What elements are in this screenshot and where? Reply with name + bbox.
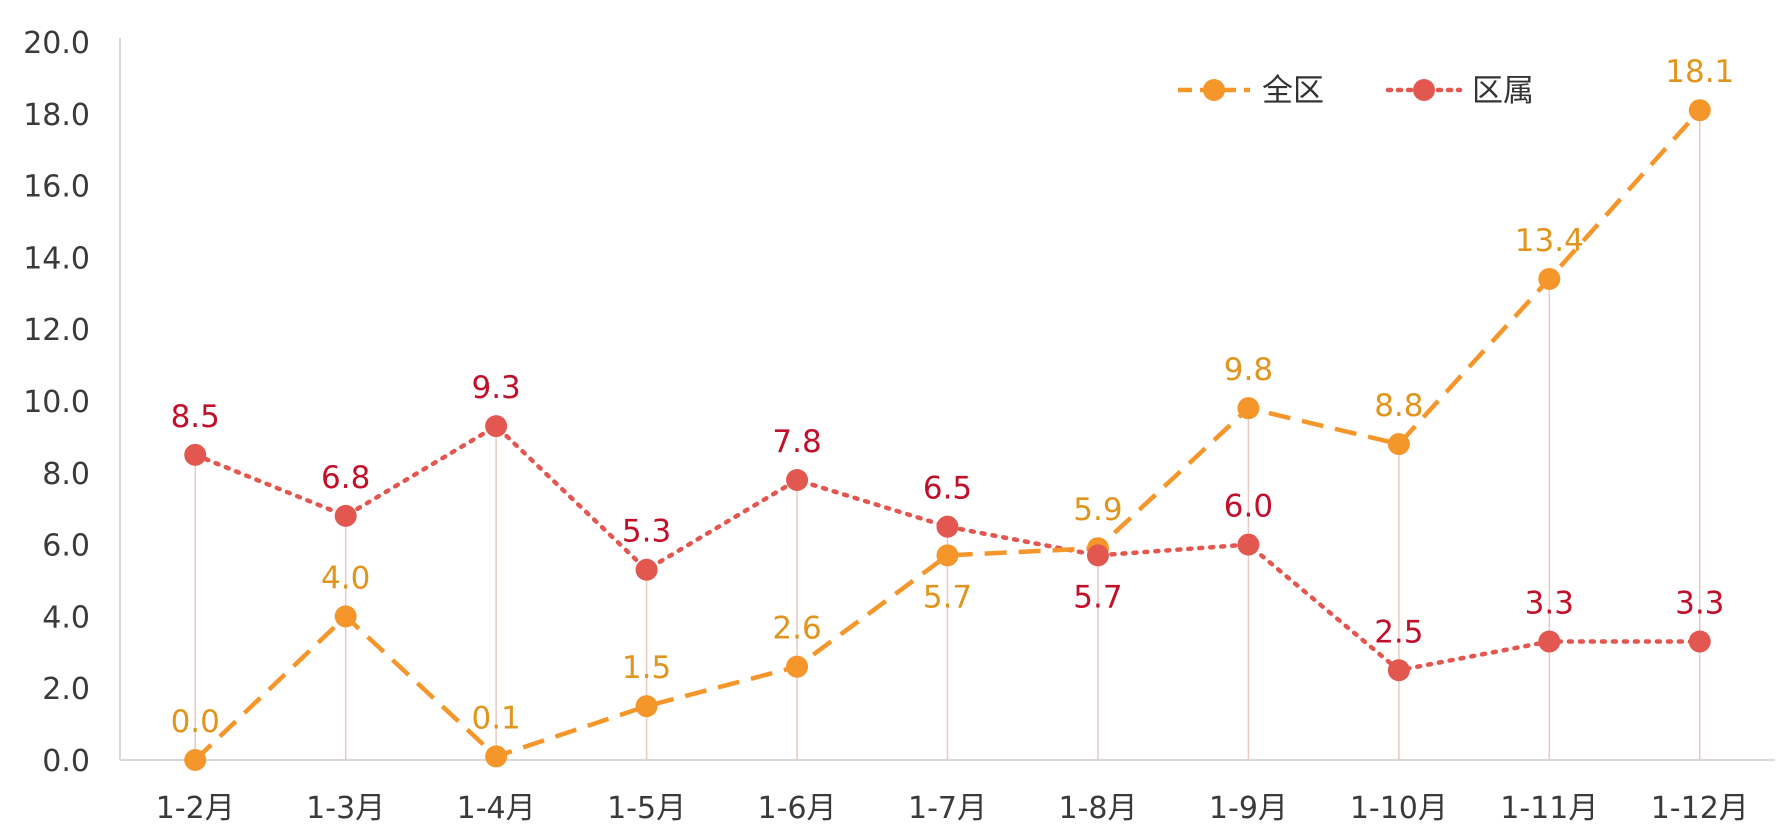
legend-marker — [1413, 79, 1435, 101]
data-point — [1688, 630, 1711, 653]
data-label: 5.9 — [1073, 492, 1122, 528]
data-point — [1688, 99, 1711, 122]
data-label: 0.0 — [171, 704, 220, 740]
y-tick-label: 10.0 — [23, 385, 90, 420]
data-label: 2.6 — [772, 611, 821, 647]
y-tick-label: 14.0 — [23, 241, 90, 276]
data-label: 7.8 — [772, 424, 821, 460]
y-tick-label: 16.0 — [23, 170, 90, 205]
y-tick-label: 12.0 — [23, 313, 90, 348]
data-point — [1086, 544, 1109, 567]
legend-marker — [1203, 79, 1225, 101]
y-tick-label: 4.0 — [42, 600, 90, 635]
data-label: 3.3 — [1525, 586, 1574, 622]
x-tick-label: 1-6月 — [758, 791, 837, 826]
x-tick-label: 1-2月 — [156, 791, 235, 826]
data-label: 2.5 — [1374, 614, 1423, 650]
y-tick-label: 18.0 — [23, 98, 90, 133]
data-label: 1.5 — [622, 650, 671, 686]
legend-label: 区属 — [1472, 73, 1534, 109]
y-tick-label: 2.0 — [42, 672, 90, 707]
data-point — [1387, 433, 1410, 456]
data-point — [936, 544, 959, 567]
data-label: 6.5 — [923, 471, 972, 507]
data-point — [1538, 267, 1561, 290]
legend: 全区 区属 — [1178, 73, 1534, 109]
data-point — [1538, 630, 1561, 653]
data-point — [184, 443, 207, 466]
data-label: 5.7 — [923, 579, 972, 615]
data-label: 9.3 — [471, 370, 520, 406]
data-point — [334, 605, 357, 628]
data-label: 0.1 — [471, 700, 520, 736]
data-label: 8.5 — [171, 399, 220, 435]
data-label: 9.8 — [1224, 352, 1273, 388]
data-point — [635, 695, 658, 718]
data-label: 8.8 — [1374, 388, 1423, 424]
data-label: 5.7 — [1073, 579, 1122, 615]
data-point — [936, 515, 959, 538]
y-tick-label: 20.0 — [23, 26, 90, 61]
data-label: 4.0 — [321, 560, 370, 596]
data-point — [334, 504, 357, 527]
data-point — [635, 558, 658, 581]
data-label: 18.1 — [1665, 54, 1734, 90]
data-point — [1387, 659, 1410, 682]
x-tick-label: 1-11月 — [1500, 791, 1598, 826]
x-tick-label: 1-4月 — [457, 791, 536, 826]
data-point — [485, 745, 508, 768]
data-label: 6.8 — [321, 460, 370, 496]
data-point — [184, 749, 207, 771]
data-point — [786, 655, 809, 678]
data-label: 3.3 — [1675, 586, 1724, 622]
x-tick-label: 1-3月 — [306, 791, 385, 826]
legend-label: 全区 — [1262, 73, 1324, 109]
y-tick-label: 6.0 — [42, 529, 90, 564]
series-line-全区 — [193, 108, 1702, 762]
y-tick-label: 8.0 — [42, 457, 90, 492]
x-tick-label: 1-8月 — [1058, 791, 1137, 826]
y-tick-label: 0.0 — [42, 744, 90, 779]
data-label: 13.4 — [1515, 223, 1584, 259]
data-point — [485, 415, 508, 438]
x-tick-label: 1-10月 — [1350, 791, 1448, 826]
data-label: 5.3 — [622, 514, 671, 550]
data-label: 6.0 — [1224, 489, 1273, 525]
x-tick-label: 1-12月 — [1651, 791, 1749, 826]
x-tick-label: 1-7月 — [908, 791, 987, 826]
data-point — [1237, 533, 1260, 556]
x-tick-label: 1-9月 — [1209, 791, 1288, 826]
data-point — [1237, 397, 1260, 420]
x-tick-label: 1-5月 — [607, 791, 686, 826]
data-point — [786, 468, 809, 491]
